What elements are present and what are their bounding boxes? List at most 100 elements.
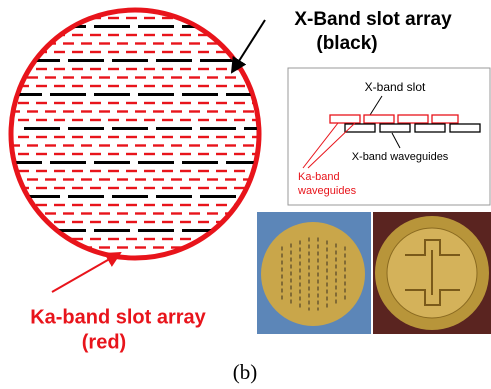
- x-slot: [50, 93, 86, 96]
- ka-slot: [36, 85, 47, 87]
- ka-slot: [126, 187, 137, 189]
- ka-slot: [234, 153, 245, 155]
- ka-slot: [0, 153, 11, 155]
- ka-slot: [72, 187, 83, 189]
- x-slot: [24, 59, 60, 62]
- ka-slot: [0, 238, 11, 240]
- ka-slot: [117, 144, 128, 146]
- ka-slot: [90, 153, 101, 155]
- ka-slot: [72, 221, 83, 223]
- ka-slot: [81, 212, 92, 214]
- ka-slot: [54, 221, 65, 223]
- x-slot: [244, 195, 280, 198]
- ka-slot: [117, 76, 128, 78]
- ka-slot: [162, 153, 173, 155]
- ka-slot: [45, 76, 56, 78]
- ka-slot: [108, 34, 119, 36]
- x-slot: [156, 195, 192, 198]
- ka-slot: [90, 238, 101, 240]
- ka-slot: [180, 204, 191, 206]
- ka-slot: [81, 42, 92, 44]
- ka-slot: [27, 42, 38, 44]
- ka-slot: [225, 42, 236, 44]
- ka-slot: [54, 136, 65, 138]
- ka-slot: [27, 144, 38, 146]
- ka-slot: [153, 144, 164, 146]
- ka-slot: [171, 144, 182, 146]
- ka-slot: [198, 204, 209, 206]
- ka-slot: [261, 110, 272, 112]
- ka-slot: [162, 238, 173, 240]
- ka-slot: [108, 85, 119, 87]
- ka-slot: [261, 178, 272, 180]
- ka-slot: [90, 170, 101, 172]
- x-slot: [68, 59, 104, 62]
- ka-slot: [234, 238, 245, 240]
- x-title: X-Band slot array: [294, 9, 452, 30]
- caption: (b): [233, 360, 258, 384]
- ka-slot: [135, 42, 146, 44]
- x-slot: [138, 229, 174, 232]
- ka-slot: [216, 85, 227, 87]
- ka-slot: [180, 238, 191, 240]
- ka-slot: [36, 204, 47, 206]
- ka-slot: [72, 153, 83, 155]
- ka-slot: [90, 204, 101, 206]
- ka-slot: [18, 170, 29, 172]
- ka-slot: [189, 110, 200, 112]
- ka-slot: [162, 170, 173, 172]
- ka-slot: [180, 221, 191, 223]
- ka-slot: [0, 102, 11, 104]
- ka-slot: [72, 34, 83, 36]
- ka-slot: [198, 153, 209, 155]
- ka-slot: [108, 119, 119, 121]
- ka-slot: [198, 17, 209, 19]
- ka-slot: [117, 110, 128, 112]
- ka-slot: [54, 119, 65, 121]
- ka-slot: [216, 34, 227, 36]
- ka-slot: [18, 51, 29, 53]
- ka-slot: [162, 68, 173, 70]
- x-slot: [68, 195, 104, 198]
- ka-slot: [36, 136, 47, 138]
- ka-arrow: [52, 253, 120, 292]
- ka-slot: [189, 144, 200, 146]
- ka-slot: [234, 170, 245, 172]
- x-slot: [244, 127, 280, 130]
- ka-slot: [27, 110, 38, 112]
- ka-slot: [18, 238, 29, 240]
- ka-slot: [0, 68, 11, 70]
- ka-slot: [162, 85, 173, 87]
- ka-slot: [90, 85, 101, 87]
- ka-slot: [225, 110, 236, 112]
- x-slot: [112, 59, 148, 62]
- ka-slot: [144, 187, 155, 189]
- ka-slot: [207, 144, 218, 146]
- ka-slot: [90, 68, 101, 70]
- x-slot: [226, 93, 262, 96]
- x-slot: [6, 229, 42, 232]
- ka-slot: [234, 119, 245, 121]
- x-slot: [200, 59, 236, 62]
- ka-slot: [153, 246, 164, 248]
- ka-slot: [162, 34, 173, 36]
- x-slot: [182, 161, 218, 164]
- ka-slot: [108, 102, 119, 104]
- ka-wg-label: waveguides: [297, 185, 357, 197]
- ka-slot: [144, 102, 155, 104]
- ka-slot: [162, 102, 173, 104]
- x-slot: [68, 127, 104, 130]
- ka-slot: [108, 221, 119, 223]
- x-slot: [112, 195, 148, 198]
- ka-slot: [36, 170, 47, 172]
- ka-slot: [63, 212, 74, 214]
- x-slot: [94, 93, 130, 96]
- x-slot: [288, 59, 324, 62]
- ka-slot: [36, 34, 47, 36]
- ka-slot: [216, 153, 227, 155]
- ka-slot: [198, 170, 209, 172]
- ka-slot: [144, 51, 155, 53]
- ka-slot: [180, 34, 191, 36]
- ka-slot: [144, 85, 155, 87]
- ka-slot: [36, 187, 47, 189]
